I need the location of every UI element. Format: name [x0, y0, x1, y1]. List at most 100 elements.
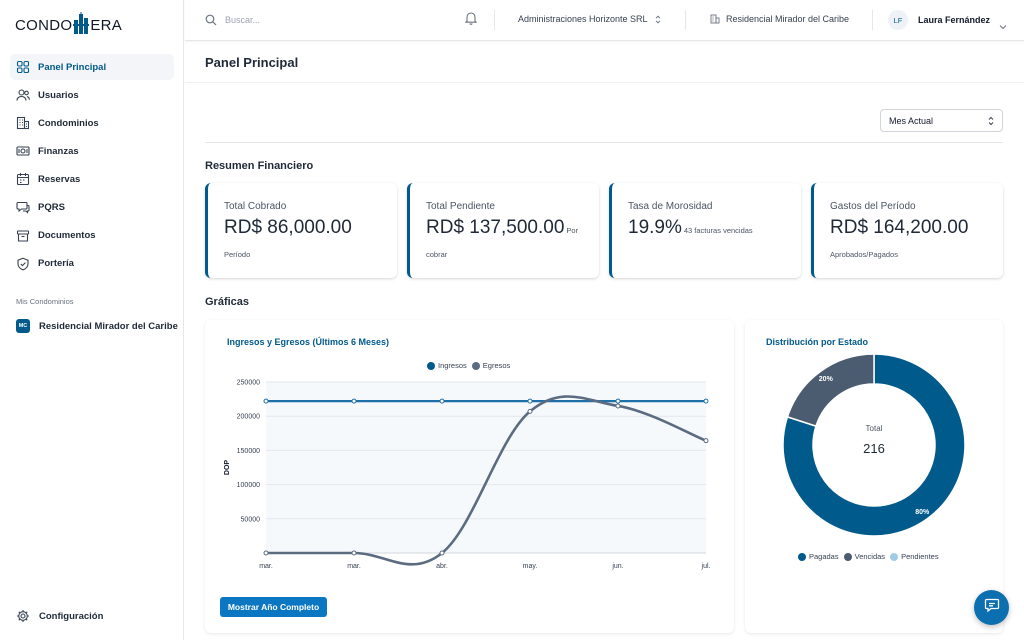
- sidebar-item-label: Finanzas: [38, 145, 79, 157]
- top-header: Administraciones Horizonte SRL Residenci…: [185, 0, 1024, 41]
- bell-icon[interactable]: [464, 11, 478, 25]
- legend-label: Egresos: [482, 361, 511, 370]
- legend-item-pagadas[interactable]: Pagadas: [798, 552, 839, 561]
- data-point-ingresos: [615, 398, 621, 404]
- data-point-egresos: [615, 403, 621, 409]
- y-tick-label: 100000: [237, 482, 260, 489]
- data-point-egresos: [351, 550, 357, 556]
- x-tick-label: may.: [523, 563, 538, 570]
- organization-label: Administraciones Horizonte SRL: [518, 14, 648, 24]
- gear-icon: [16, 609, 30, 623]
- sidebar-nav: Panel Principal Usuarios Condominios Fin…: [10, 54, 174, 279]
- x-tick-label: abr.: [436, 563, 448, 570]
- y-tick-label: 250000: [237, 380, 260, 387]
- card-label: Tasa de Morosidad: [628, 201, 713, 212]
- sidebar-item-finanzas[interactable]: Finanzas: [10, 138, 174, 164]
- users-icon: [16, 88, 30, 102]
- search-icon: [205, 13, 217, 26]
- chevron-updown-icon: [655, 14, 661, 24]
- legend-dot: [427, 361, 435, 370]
- sidebar-config-label: Configuración: [39, 610, 104, 622]
- legend-item-ingresos[interactable]: Ingresos: [427, 361, 467, 370]
- header-divider: [685, 10, 686, 30]
- divider: [205, 142, 1003, 143]
- sidebar-item-reservas[interactable]: Reservas: [10, 166, 174, 192]
- data-point-ingresos: [703, 398, 709, 404]
- condominium-select[interactable]: Residencial Mirador del Caribe: [710, 14, 849, 24]
- x-tick-label: mar.: [347, 563, 361, 570]
- sidebar-item-documentos[interactable]: Documentos: [10, 223, 174, 249]
- legend-dot: [843, 552, 852, 561]
- period-select[interactable]: Mes Actual: [880, 109, 1003, 132]
- sidebar-item-label: Condominios: [38, 117, 99, 129]
- sidebar-item-condominios[interactable]: Condominios: [10, 110, 174, 136]
- slice-vencidas: [786, 353, 875, 428]
- card-label: Total Pendiente: [426, 201, 495, 212]
- line-chart-title: Ingresos y Egresos (Últimos 6 Meses): [227, 337, 390, 347]
- organization-select[interactable]: Administraciones Horizonte SRL: [518, 14, 661, 24]
- sidebar-item-label: Panel Principal: [38, 61, 107, 73]
- summary-title: Resumen Financiero: [205, 160, 314, 172]
- card-value: RD$ 86,000.00: [224, 217, 352, 239]
- sidebar-item-label: PQRS: [38, 201, 65, 213]
- data-point-egresos: [439, 550, 445, 556]
- card-subtitle: cobrar: [426, 250, 448, 259]
- y-tick-label: 150000: [237, 448, 260, 455]
- sidebar-item-condo[interactable]: MC Residencial Mirador del Caribe: [16, 319, 178, 333]
- legend-dot: [798, 552, 806, 561]
- user-menu[interactable]: LF Laura Fernández: [888, 10, 1007, 30]
- show-full-year-button[interactable]: Mostrar Año Completo: [220, 597, 327, 617]
- card-value: RD$ 164,200.00: [830, 217, 968, 239]
- legend-label: Ingresos: [438, 361, 467, 370]
- card-label: Total Cobrado: [224, 201, 287, 212]
- legend-item-vencidas[interactable]: Vencidas: [843, 552, 885, 561]
- x-tick-label: mar.: [259, 563, 273, 570]
- sidebar-section-label: Mis Condominios: [16, 297, 74, 306]
- archive-icon: [16, 229, 30, 243]
- card-value-text: RD$ 137,500.00: [426, 217, 565, 238]
- card-value-text: RD$ 86,000.00: [224, 217, 352, 238]
- chat-button[interactable]: [974, 590, 1009, 625]
- y-axis-label: DOP: [224, 460, 231, 476]
- chevron-updown-icon: [988, 116, 994, 126]
- search-input[interactable]: [225, 11, 425, 29]
- card-gastos-periodo: Gastos del Período RD$ 164,200.00 Aproba…: [811, 183, 1003, 278]
- period-label: Mes Actual: [889, 115, 934, 126]
- sidebar-item-usuarios[interactable]: Usuarios: [10, 82, 174, 108]
- card-tasa-morosidad: Tasa de Morosidad 19.9% 43 facturas venci…: [609, 183, 801, 278]
- charts-title: Gráficas: [205, 296, 250, 308]
- legend-item-egresos[interactable]: Egresos: [471, 361, 511, 370]
- card-inline-subtitle: 43 facturas vencidas: [683, 226, 753, 235]
- card-value-text: 19.9%: [628, 217, 682, 238]
- donut-center-value: 216: [863, 441, 885, 456]
- sidebar-item-label: Reservas: [38, 173, 81, 185]
- user-name: Laura Fernández: [918, 15, 991, 25]
- sidebar-item-porteria[interactable]: Portería: [10, 251, 174, 277]
- building-icon: [16, 116, 30, 130]
- header-divider: [872, 10, 873, 30]
- legend-item-pendientes[interactable]: Pendientes: [890, 552, 939, 561]
- card-total-cobrado: Total Cobrado RD$ 86,000.00 Período: [205, 183, 397, 278]
- plot-area: [266, 382, 706, 553]
- data-point-ingresos: [351, 398, 357, 404]
- app-logo[interactable]: CONDO ERA: [15, 10, 122, 34]
- sidebar-item-pqrs[interactable]: PQRS: [10, 194, 174, 220]
- condominium-label: Residencial Mirador del Caribe: [726, 14, 850, 24]
- sidebar-item-configuracion[interactable]: Configuración: [16, 609, 103, 623]
- x-tick-label: jun.: [611, 563, 623, 570]
- chevron-down-icon: [999, 17, 1007, 30]
- sidebar: CONDO ERA Panel Principal Usuarios: [0, 0, 184, 640]
- x-tick-label: jul.: [701, 563, 711, 570]
- card-subtitle: Aprobados/Pagados: [830, 250, 898, 259]
- card-total-pendiente: Total Pendiente RD$ 137,500.00 Por cobrar: [407, 183, 599, 278]
- donut-chart-legend: Pagadas Vencidas Pendientes: [798, 552, 944, 561]
- sidebar-item-panel-principal[interactable]: Panel Principal: [10, 54, 174, 80]
- sidebar-condo-label: Residencial Mirador del Caribe: [39, 320, 178, 332]
- card-inline-subtitle: Por: [566, 226, 579, 235]
- chat-bubble-icon: [984, 597, 1000, 618]
- slice-label: 20%: [819, 376, 834, 383]
- sidebar-item-label: Portería: [38, 258, 74, 270]
- logo-text-left: CONDO: [15, 17, 73, 34]
- line-chart: 50000 100000 150000 200000 250000 mar. mar. abr…: [224, 380, 711, 571]
- slice-label: 80%: [915, 509, 930, 516]
